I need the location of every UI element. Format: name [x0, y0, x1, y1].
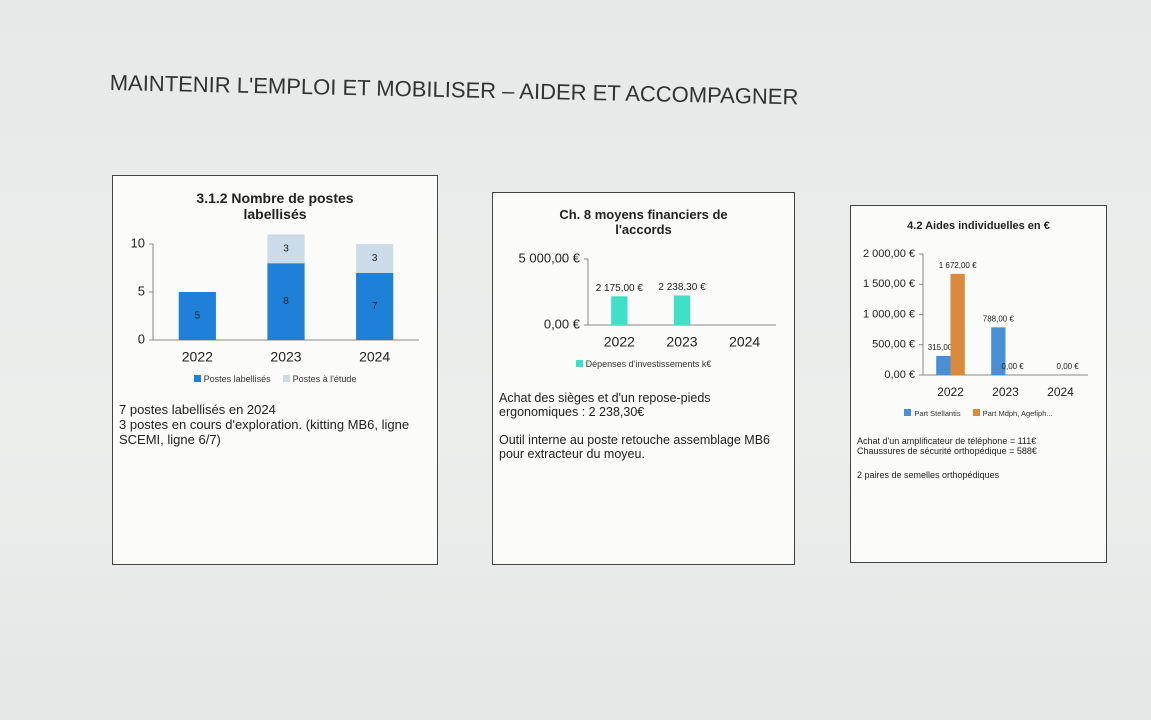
x-tick-label: 2022	[182, 349, 213, 365]
y-tick-label: 0	[138, 331, 145, 346]
legend-label: Postes labellisés	[203, 374, 271, 384]
legend-item: Postes à l'étude	[282, 374, 357, 384]
notes: Achat des sièges et d'un repose-pieds er…	[493, 391, 794, 461]
data-label: 0,00 €	[1002, 362, 1025, 371]
y-tick-label: 0,00 €	[884, 369, 915, 381]
data-label: 3	[372, 253, 378, 264]
data-label: 5	[195, 311, 201, 322]
x-tick-label: 2024	[359, 349, 390, 365]
bar	[936, 355, 951, 375]
data-label: 8	[283, 296, 289, 307]
chart-panel: Ch. 8 moyens financiers de l'accords 0,00…	[492, 192, 795, 565]
x-tick-label: 2022	[937, 385, 964, 399]
chart-title: 3.1.2 Nombre de postes labellisés	[196, 190, 354, 222]
legend: Part Stellantis Part Mdph, Agefiph...	[851, 409, 1106, 418]
x-tick-label: 2024	[729, 334, 760, 350]
chart-title: 4.2 Aides individuelles en €	[907, 220, 1050, 232]
note: 2 paires de semelles orthopédiques	[857, 470, 1000, 480]
legend-swatch	[282, 375, 290, 382]
y-tick-label: 0,00 €	[544, 316, 581, 331]
y-tick-label: 2 000,00 €	[863, 248, 915, 260]
data-label: 7	[372, 301, 378, 312]
chart-panel: 3.1.2 Nombre de postes labellisés 0 5 10 202…	[112, 175, 438, 565]
y-tick-label: 5 000,00 €	[519, 250, 581, 265]
legend: Dépenses d'investissements k€	[493, 359, 794, 369]
data-label: 0,00 €	[1057, 362, 1080, 371]
chart: 0 5 10 2022 5 2023 8 3 2024 7 3	[131, 234, 419, 365]
data-label: 788,00 €	[983, 314, 1015, 323]
data-label: 2 175,00 €	[596, 283, 644, 294]
note: Achat d'un amplificateur de téléphone = …	[857, 436, 1037, 446]
slide-title: MAINTENIR L'EMPLOI ET MOBILISER – AIDER …	[109, 70, 799, 110]
bar	[950, 273, 965, 375]
note: 7 postes labellisés en 2024	[119, 402, 276, 417]
legend-swatch	[575, 360, 583, 367]
chart-title: Ch. 8 moyens financiers de l'accords	[559, 207, 728, 237]
bar	[267, 234, 305, 264]
x-tick-label: 2023	[992, 385, 1019, 399]
legend-label: Postes à l'étude	[292, 374, 357, 384]
note: 3 postes en cours d'exploration. (kittin…	[119, 417, 410, 447]
data-label: 1 672,00 €	[939, 261, 977, 270]
legend-item: Dépenses d'investissements k€	[575, 359, 712, 369]
legend: Postes labellisés Postes à l'étude	[113, 374, 437, 384]
x-tick-label: 2023	[666, 334, 697, 350]
bar	[611, 296, 628, 325]
bar	[267, 263, 305, 340]
y-tick-label: 1 000,00 €	[863, 308, 915, 320]
notes: 7 postes labellisés en 2024 3 postes en c…	[113, 402, 437, 447]
legend-label: Part Stellantis	[914, 409, 961, 418]
note: Chaussures de sécurité orthopédique = 58…	[857, 446, 1037, 456]
bar	[991, 327, 1006, 375]
x-tick-label: 2023	[270, 349, 301, 365]
data-label: 3	[283, 243, 289, 254]
legend-swatch	[904, 409, 912, 416]
x-tick-label: 2022	[604, 334, 635, 350]
data-label: 2 238,30 €	[658, 282, 706, 293]
y-tick-label: 10	[131, 235, 145, 250]
chart: 0,00 € 500,00 € 1 000,00 € 1 500,00 € 2 000,…	[863, 248, 1088, 399]
legend-item: Part Mdph, Agefiph...	[972, 409, 1053, 418]
bar	[356, 272, 394, 340]
bar	[178, 292, 216, 340]
data-label: 315,00 €	[928, 343, 960, 352]
bar	[673, 295, 691, 325]
y-tick-label: 1 500,00 €	[863, 278, 915, 290]
chart: 0,00 € 5 000,00 € 2022 2 175,00 € 2023 2 238,…	[519, 250, 776, 350]
note: Outil interne au poste retouche assembla…	[499, 433, 770, 461]
legend-item: Postes labellisés	[193, 374, 271, 384]
y-tick-label: 5	[138, 283, 145, 298]
legend-swatch	[972, 409, 980, 416]
notes: Achat d'un amplificateur de téléphone = …	[851, 436, 1106, 480]
legend-swatch	[193, 375, 201, 382]
legend-item: Part Stellantis	[904, 409, 961, 418]
chart-panel: 4.2 Aides individuelles en € 0,00 € 500,00…	[850, 205, 1107, 563]
bar	[356, 244, 394, 273]
legend-label: Part Mdph, Agefiph...	[982, 409, 1053, 418]
legend-label: Dépenses d'investissements k€	[585, 359, 712, 369]
y-tick-label: 500,00 €	[872, 339, 915, 351]
note: Achat des sièges et d'un repose-pieds er…	[499, 391, 711, 419]
x-tick-label: 2024	[1047, 385, 1074, 399]
